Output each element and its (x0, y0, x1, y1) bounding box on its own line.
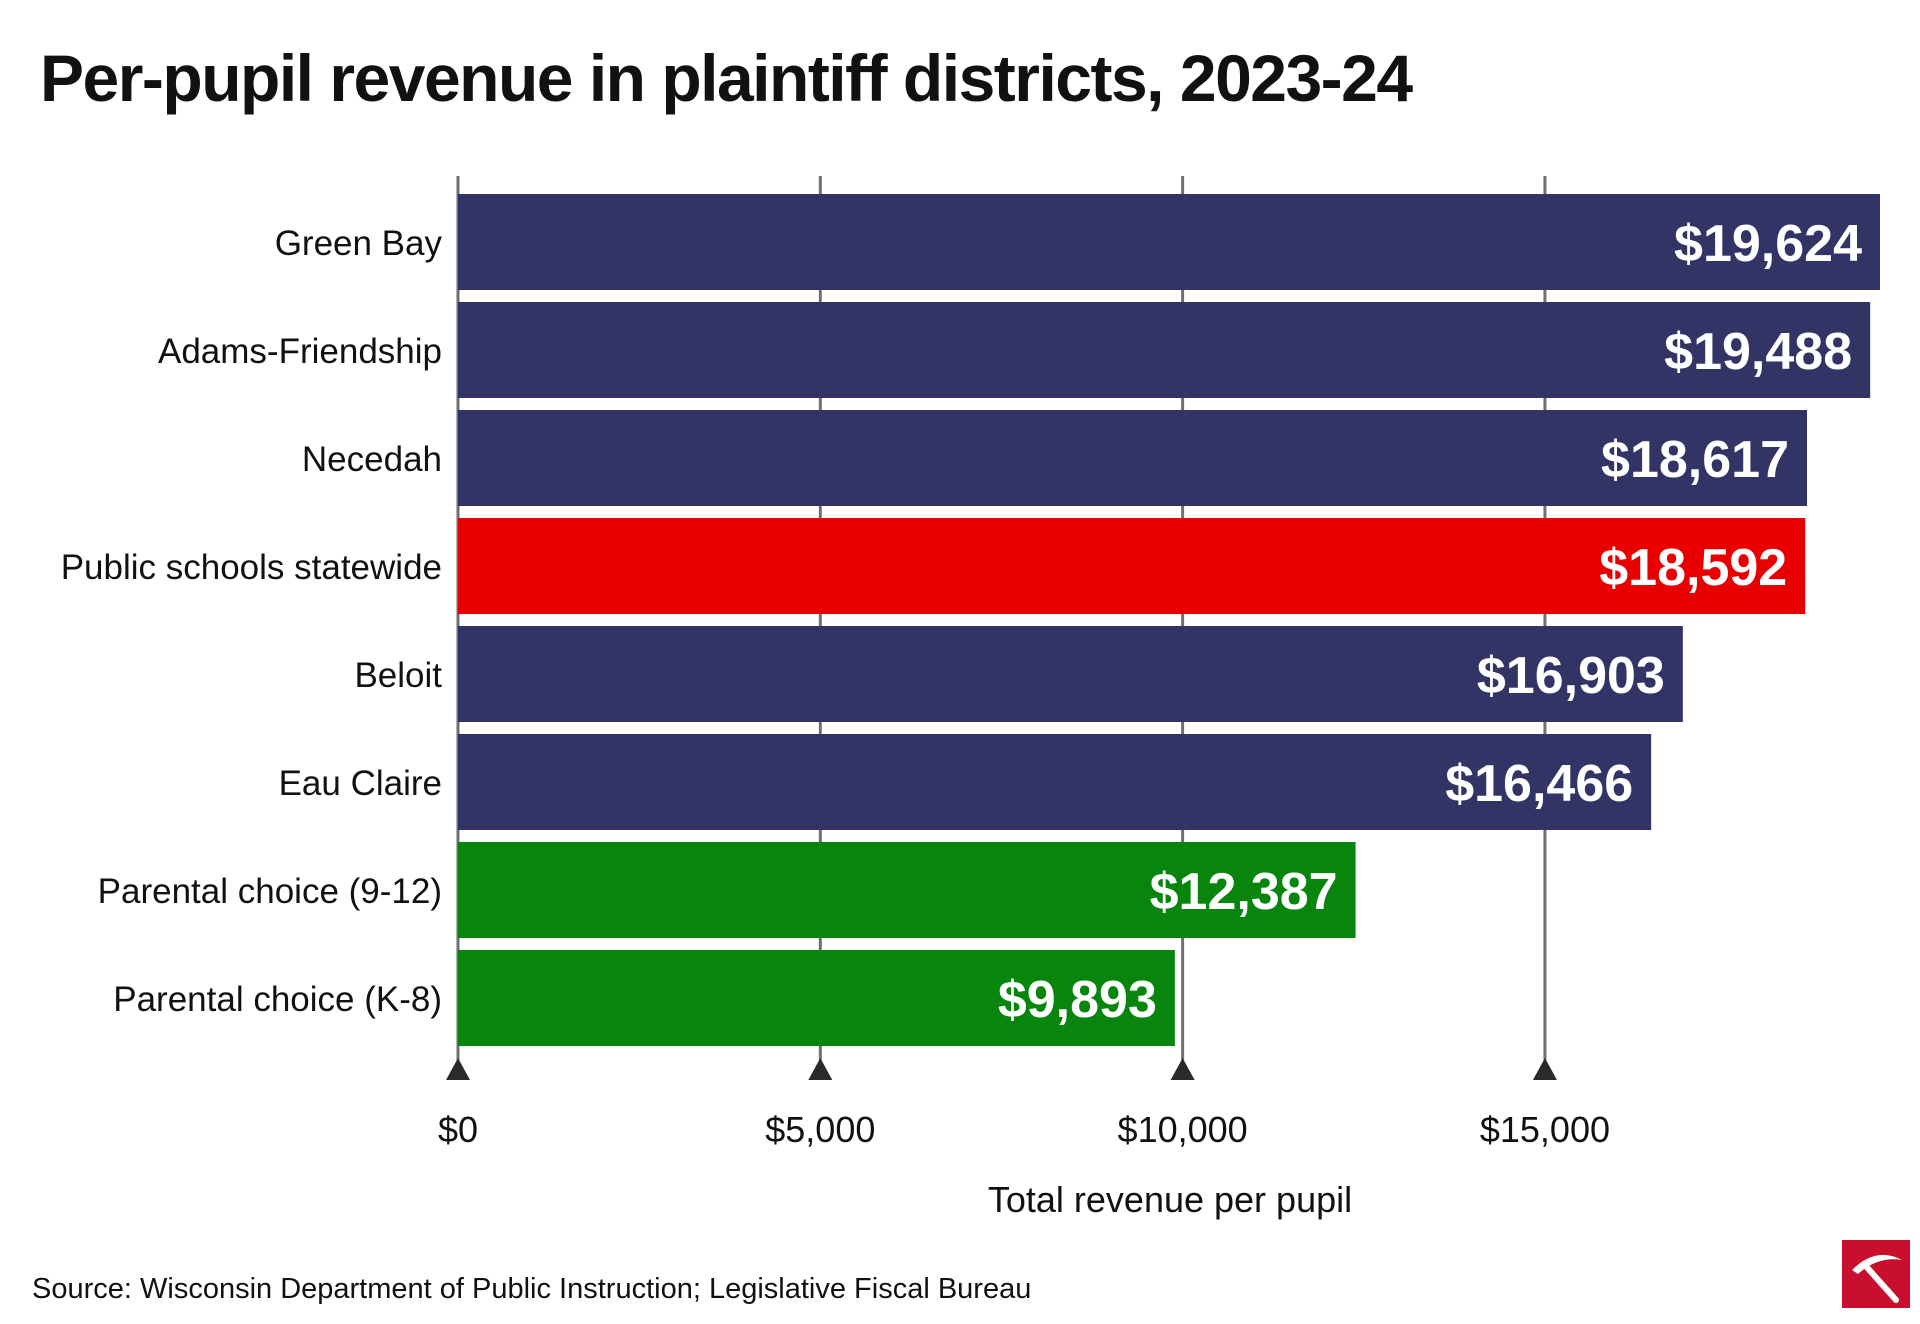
tick-marker (1532, 1058, 1557, 1080)
bar (458, 302, 1871, 398)
category-label: Public schools statewide (61, 548, 442, 587)
bar (458, 518, 1806, 614)
tick-marker (808, 1058, 833, 1080)
chart-title: Per-pupil revenue in plaintiff districts… (40, 41, 1413, 115)
bar (458, 626, 1683, 722)
category-label: Beloit (354, 656, 442, 695)
x-axis: $0 $5,000 $10,000 $15,000 (438, 1058, 1610, 1150)
bar (458, 734, 1652, 830)
category-label: Eau Claire (279, 764, 442, 803)
bar-value-label: $18,617 (1601, 431, 1789, 489)
category-labels: Green Bay Adams-Friendship Necedah Public s… (61, 224, 443, 1019)
category-label: Adams-Friendship (158, 332, 442, 371)
bar-value-label: $16,903 (1477, 647, 1665, 705)
bar (458, 410, 1808, 506)
category-label: Parental choice (9-12) (98, 872, 442, 911)
bar-value-label: $19,488 (1664, 323, 1852, 381)
bar-value-label: $18,592 (1599, 539, 1787, 597)
bar (458, 950, 1175, 1046)
x-axis-title: Total revenue per pupil (988, 1179, 1352, 1220)
bars: $19,624 $19,488 $18,617 $18,592 $16,903 $16,4… (458, 194, 1880, 1046)
category-label: Parental choice (K-8) (113, 980, 442, 1019)
logo-pickaxe-handle (1861, 1261, 1899, 1303)
bar-value-label: $16,466 (1445, 755, 1633, 813)
x-tick-label: $15,000 (1480, 1109, 1610, 1150)
bar-value-label: $12,387 (1150, 863, 1338, 921)
x-tick-label: $0 (438, 1109, 478, 1150)
bar-value-label: $9,893 (998, 971, 1157, 1029)
bar (458, 194, 1880, 290)
source-note: Source: Wisconsin Department of Public I… (32, 1273, 1032, 1305)
pickaxe-logo-icon (1842, 1240, 1910, 1308)
bar-value-label: $19,624 (1674, 215, 1862, 273)
category-label: Green Bay (275, 224, 443, 263)
x-tick-label: $10,000 (1118, 1109, 1248, 1150)
bar (458, 842, 1356, 938)
tick-marker (1170, 1058, 1195, 1080)
category-label: Necedah (302, 440, 442, 479)
tick-marker (446, 1058, 470, 1080)
x-tick-label: $5,000 (765, 1109, 875, 1150)
